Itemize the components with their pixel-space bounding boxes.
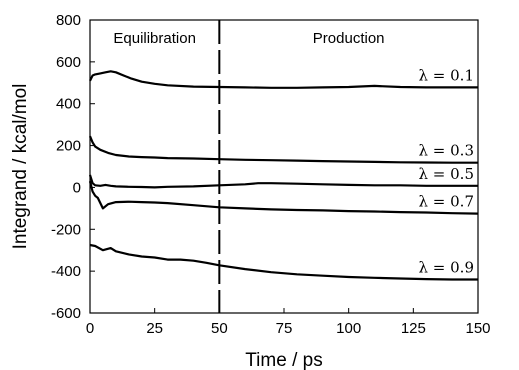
axis-ticks: -600 -400 -200 0 200 400 600 800 0 25 50 75 100 125 15… <box>51 12 491 337</box>
series-line-4 <box>88 180 479 215</box>
series-label-5: λ = 0.9 <box>419 259 474 277</box>
production-label: Production <box>313 30 385 47</box>
y-tick-label: -200 <box>51 221 81 238</box>
y-tick-label: 800 <box>56 12 81 29</box>
y-tick-label: 0 <box>73 179 81 196</box>
x-tick-label: 75 <box>276 320 293 337</box>
labels-group: Equilibration Production λ = 0.1 λ = 0.3 λ =… <box>113 30 474 277</box>
series-group <box>88 70 479 281</box>
x-axis-label: Time / ps <box>245 350 322 370</box>
x-tick-label: 25 <box>146 320 163 337</box>
y-tick-label: 400 <box>56 96 81 113</box>
x-tick-label: 100 <box>336 320 361 337</box>
series-line-1 <box>89 70 478 89</box>
y-axis-label: Integrand / kcal/mol <box>10 84 31 250</box>
x-tick-label: 50 <box>211 320 228 337</box>
series-label-4: λ = 0.7 <box>419 193 474 211</box>
series-label-3: λ = 0.5 <box>419 165 474 183</box>
y-tick-label: -600 <box>51 305 81 322</box>
series-label-2: λ = 0.3 <box>419 142 474 160</box>
series-line-3 <box>88 174 478 189</box>
x-tick-label: 125 <box>401 320 426 337</box>
series-line-5 <box>89 243 478 281</box>
series-line-2 <box>88 135 478 164</box>
series-label-1: λ = 0.1 <box>419 66 474 84</box>
y-tick-label: 200 <box>56 138 81 155</box>
equilibration-label: Equilibration <box>113 30 196 47</box>
x-tick-label: 0 <box>86 320 94 337</box>
y-tick-label: -400 <box>51 263 81 280</box>
x-tick-label: 150 <box>465 320 490 337</box>
y-tick-label: 600 <box>56 54 81 71</box>
